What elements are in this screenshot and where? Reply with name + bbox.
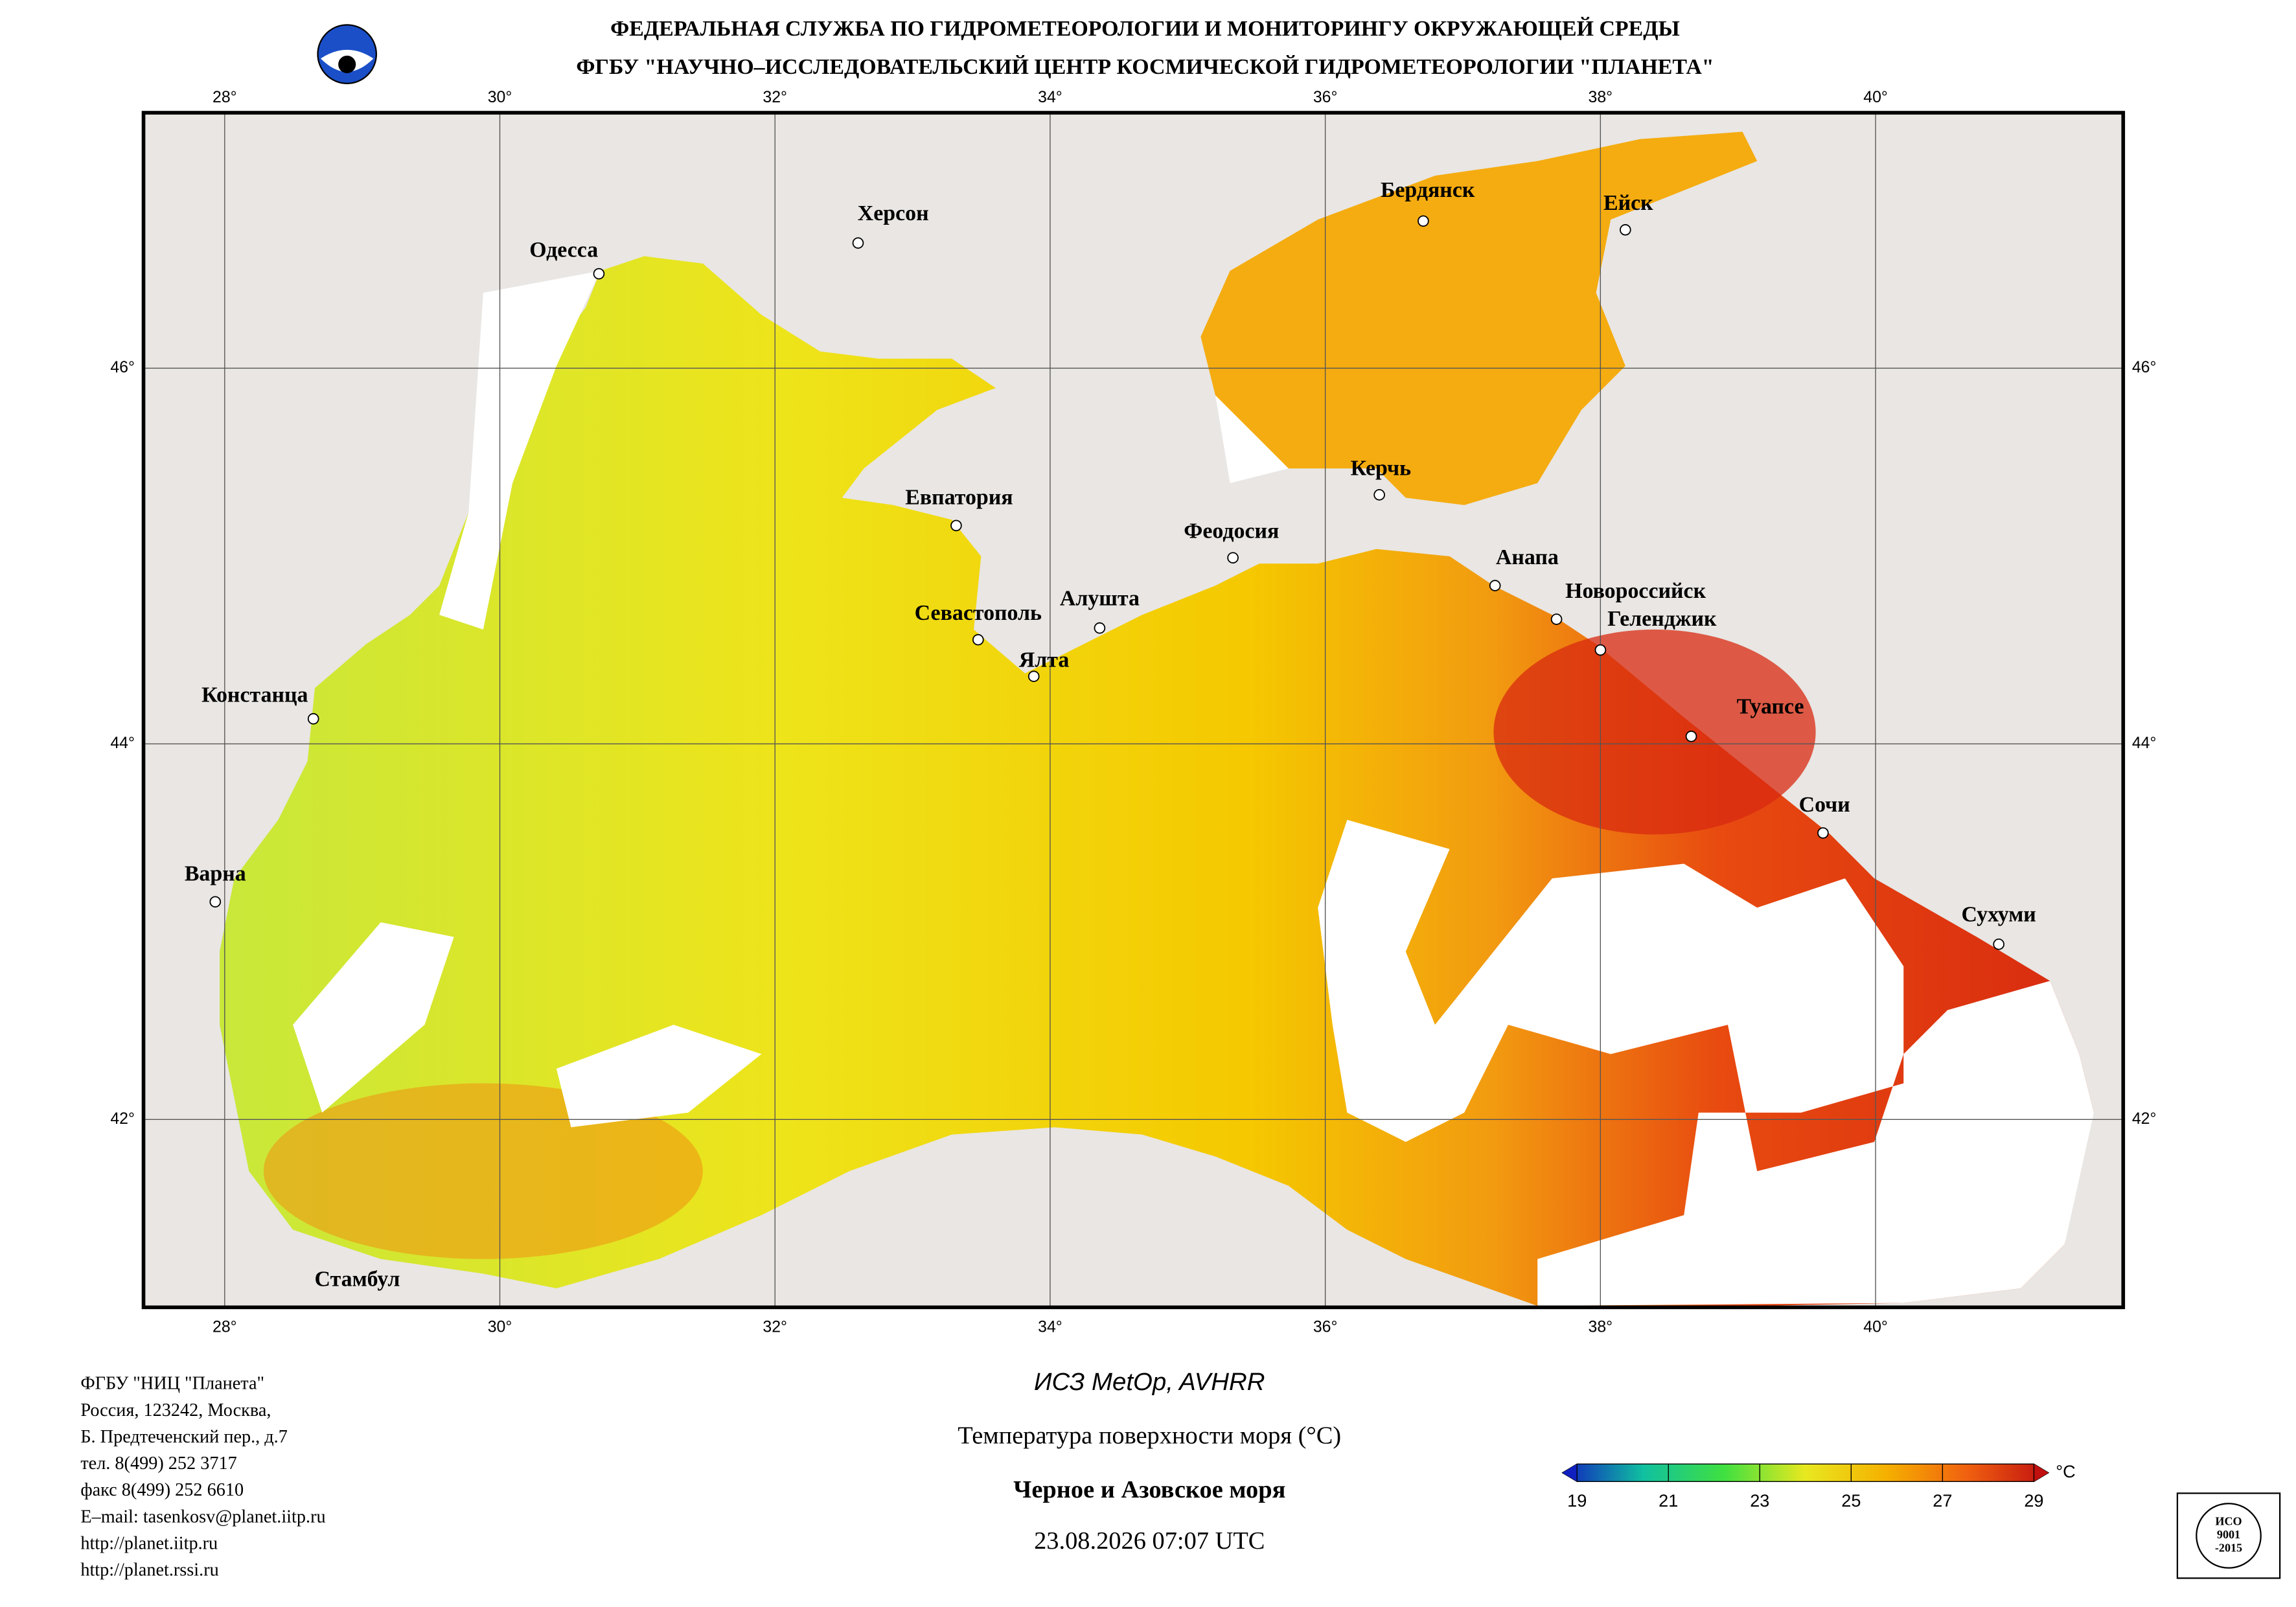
colorbar: 19 21 23 25 27 29 °C [1561,1461,2076,1510]
lon-label: 28° [212,88,237,106]
colorbar-label: 29 [2024,1490,2043,1510]
colorbar-label: 25 [1841,1490,1861,1510]
org-info: ФГБУ "НИЦ "Планета" Россия, 123242, Москв… [80,1374,325,1580]
org-line: http://planet.rssi.ru [80,1560,218,1580]
city-label: Ейск [1603,191,1653,215]
lat-label: 44° [110,734,135,752]
colorbar-end [1562,1464,1578,1482]
colorbar-unit: °C [2056,1461,2075,1481]
city-dot [1594,644,1607,656]
city-dot [1685,731,1697,742]
city-dot [852,237,864,249]
lon-label: 36° [1313,1318,1338,1336]
city-label: Анапа [1496,545,1559,569]
org-line: E–mail: tasenkosv@planet.iitp.ru [80,1507,325,1527]
city-label: Севастополь [915,601,1042,625]
city-label: Варна [185,861,246,885]
lon-label: 28° [212,1318,237,1336]
lon-label: 34° [1038,88,1062,106]
city-label: Сухуми [1961,903,2036,927]
cities: Одесса Херсон Бердянск Ейск Керчь Евпатория Фе… [185,178,2036,1292]
city-label: Констанца [201,683,308,707]
lon-label: 32° [763,88,787,106]
satellite: ИСЗ MetOp, AVHRR [1034,1368,1265,1396]
city-dot [1094,622,1106,634]
city-label: Феодосия [1184,519,1279,543]
city-label: Алушта [1060,586,1140,610]
city-label: Туапсе [1737,695,1804,719]
city-label: Керчь [1351,456,1411,480]
colorbar-label: 27 [1933,1490,1952,1510]
header-subtitle: ФГБУ "НАУЧНО–ИССЛЕДОВАТЕЛЬСКИЙ ЦЕНТР КОС… [576,55,1714,79]
region: Черное и Азовское моря [1013,1476,1285,1503]
colorbar-label: 19 [1567,1490,1587,1510]
city-dot [307,712,319,725]
city-label: Ялта [1019,648,1070,672]
lon-label: 34° [1038,1318,1062,1336]
lon-label: 40° [1863,1318,1888,1336]
lon-label: 30° [488,88,512,106]
lon-label: 38° [1589,88,1613,106]
lat-label: 46° [2132,358,2157,376]
city-dot [1489,580,1501,591]
city-label: Новороссийск [1565,579,1706,603]
header-title: ФЕДЕРАЛЬНАЯ СЛУЖБА ПО ГИДРОМЕТЕОРОЛОГИИ … [610,17,1680,41]
city-dot [972,633,984,646]
city-dot [1373,489,1385,501]
logo [317,24,378,84]
city-label: Херсон [858,201,929,225]
lon-label: 36° [1313,88,1338,106]
city-label: Сочи [1799,793,1850,817]
city-label: Геленджик [1607,607,1717,631]
lon-label: 40° [1863,88,1888,106]
stamp-text: 9001 [2217,1528,2240,1541]
colorbar-end [2034,1464,2049,1482]
lat-label: 42° [2132,1110,2157,1128]
org-line: ФГБУ "НИЦ "Планета" [80,1374,264,1394]
stamp-text: -2015 [2215,1541,2242,1554]
city-dot [209,896,222,908]
org-line: Б. Предтеченский пер., д.7 [80,1427,288,1447]
map-frame [141,111,2126,1310]
lat-label: 44° [2132,734,2157,752]
product: Температура поверхности моря (°C) [958,1422,1341,1449]
lon-label: 30° [488,1318,512,1336]
datetime: 23.08.2026 07:07 UTC [1034,1527,1265,1555]
colorbar-label: 21 [1659,1490,1678,1510]
lat-label: 46° [110,358,135,376]
city-label: Бердянск [1381,178,1475,202]
city-dot [1227,552,1239,564]
org-line: http://planet.iitp.ru [80,1533,218,1553]
org-line: тел. 8(499) 252 3717 [80,1453,236,1474]
stamp: ИСО 9001 -2015 [2176,1492,2281,1579]
org-line: Россия, 123242, Москва, [80,1400,271,1420]
city-dot [1418,215,1429,227]
lon-label: 38° [1589,1318,1613,1336]
warm-water [263,1083,703,1259]
city-label: Евпатория [905,486,1013,510]
colorbar-label: 23 [1750,1490,1769,1510]
city-dot [1550,613,1563,625]
city-dot [1027,670,1040,683]
city-label: Одесса [529,238,598,262]
lon-label: 32° [763,1318,787,1336]
city-dot [593,268,605,280]
city-dot [1620,224,1631,236]
cloud [293,271,2095,1306]
city-dot [1993,939,2004,950]
city-dot [1817,827,1829,839]
colorbar-body [1561,1463,2050,1482]
map [141,111,2126,1310]
lat-label: 42° [110,1110,135,1128]
city-label: Стамбул [315,1267,400,1291]
azov-sea [1200,131,1758,505]
org-line: факс 8(499) 252 6610 [80,1480,244,1500]
city-dot [950,519,962,532]
stamp-text: ИСО [2215,1515,2242,1528]
